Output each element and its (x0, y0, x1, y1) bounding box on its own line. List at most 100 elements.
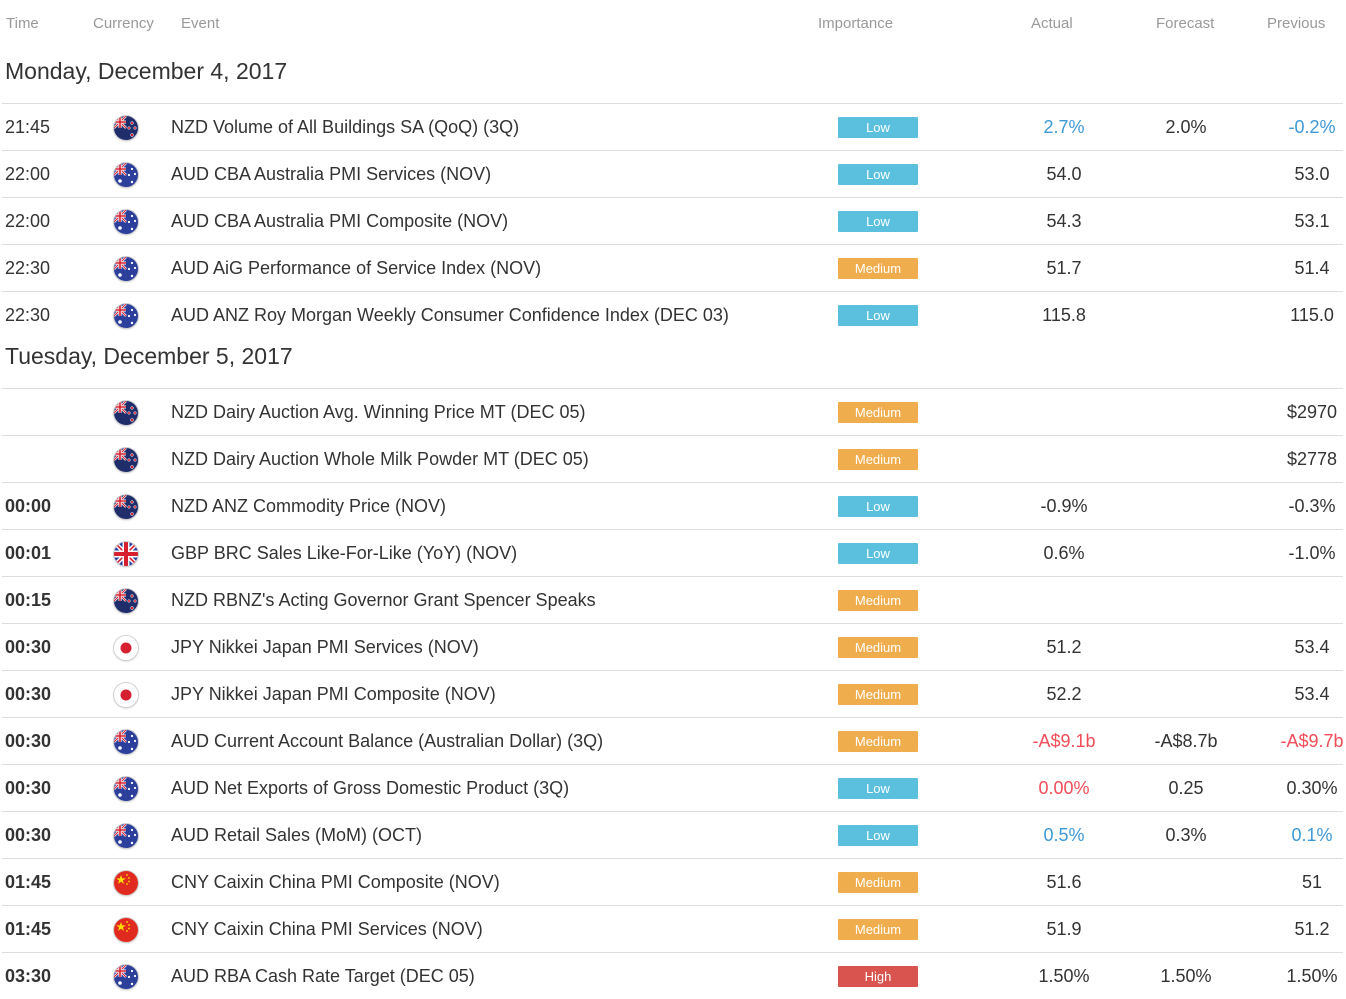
actual-value: 115.8 (1042, 305, 1086, 325)
event-name[interactable]: AUD AiG Performance of Service Index (NO… (171, 258, 542, 278)
event-name[interactable]: JPY Nikkei Japan PMI Services (NOV) (171, 637, 479, 657)
table-row[interactable]: 00:00 NZD ANZ Commodity Price (NOV) Low -0.… (2, 482, 1343, 529)
event-name[interactable]: GBP BRC Sales Like-For-Like (YoY) (NOV) (171, 543, 518, 563)
importance-badge: Low (838, 496, 918, 517)
forecast-value (1126, 198, 1246, 244)
importance-badge: Medium (838, 872, 918, 893)
event-name[interactable]: JPY Nikkei Japan PMI Composite (NOV) (171, 684, 496, 704)
actual-value: 0.6% (1043, 543, 1085, 563)
column-header-time[interactable]: Time (6, 15, 39, 32)
au-flag-icon (114, 965, 138, 989)
au-flag-icon (114, 730, 138, 754)
table-row[interactable]: 01:45 CNY Caixin China PMI Services (NOV)… (2, 905, 1343, 952)
event-name[interactable]: NZD Dairy Auction Avg. Winning Price MT … (171, 402, 586, 422)
previous-value: $2970 (1286, 402, 1338, 422)
nz-flag-icon (114, 448, 138, 472)
event-name[interactable]: AUD ANZ Roy Morgan Weekly Consumer Confi… (171, 305, 729, 325)
table-row[interactable]: NZD Dairy Auction Whole Milk Powder MT (… (2, 435, 1343, 482)
event-name[interactable]: NZD Dairy Auction Whole Milk Powder MT (… (171, 449, 589, 469)
event-name[interactable]: NZD Volume of All Buildings SA (QoQ) (3Q… (171, 117, 520, 137)
actual-value: 52.2 (1046, 684, 1082, 704)
previous-value: 51.2 (1294, 919, 1330, 939)
previous-value: 51.4 (1294, 258, 1330, 278)
actual-value: 51.6 (1046, 872, 1082, 892)
event-name[interactable]: AUD Net Exports of Gross Domestic Produc… (171, 778, 570, 798)
previous-value: 0.1% (1291, 825, 1333, 845)
table-row[interactable]: 00:30 AUD Current Account Balance (Austra… (2, 717, 1344, 764)
event-time: 03:30 (5, 966, 52, 986)
table-row[interactable]: 21:45 NZD Volume of All Buildings SA (QoQ… (2, 103, 1343, 150)
event-name[interactable]: AUD RBA Cash Rate Target (DEC 05) (171, 966, 475, 986)
jp-flag-icon (114, 683, 138, 707)
actual-value: 54.0 (1046, 164, 1082, 184)
importance-badge: Medium (838, 637, 918, 658)
nz-flag-icon (114, 495, 138, 519)
table-row[interactable]: 00:15 NZD RBNZ's Acting Governor Grant Sp… (2, 576, 1343, 623)
event-name[interactable]: AUD Current Account Balance (Australian … (171, 731, 604, 751)
previous-value: 53.1 (1294, 211, 1330, 231)
previous-value: -0.2% (1288, 117, 1336, 137)
table-row[interactable]: 00:30 JPY Nikkei Japan PMI Composite (NOV… (2, 670, 1343, 717)
previous-value: -1.0% (1288, 543, 1336, 563)
forecast-value (1126, 292, 1246, 338)
table-row[interactable]: NZD Dairy Auction Avg. Winning Price MT … (2, 388, 1343, 435)
previous-value: 51 (1301, 872, 1323, 892)
column-header-currency[interactable]: Currency (93, 15, 154, 32)
event-name[interactable]: AUD CBA Australia PMI Services (NOV) (171, 164, 492, 184)
nz-flag-icon (114, 401, 138, 425)
actual-value: 51.2 (1046, 637, 1082, 657)
table-row[interactable]: 22:00 AUD CBA Australia PMI Composite (NO… (2, 197, 1343, 244)
event-name[interactable]: AUD CBA Australia PMI Composite (NOV) (171, 211, 509, 231)
event-name[interactable]: AUD Retail Sales (MoM) (OCT) (171, 825, 423, 845)
au-flag-icon (114, 777, 138, 801)
actual-value: 0.5% (1043, 825, 1085, 845)
forecast-value (1126, 906, 1246, 952)
importance-badge: Low (838, 117, 918, 138)
table-row[interactable]: 22:00 AUD CBA Australia PMI Services (NOV… (2, 150, 1343, 197)
forecast-value: 0.25 (1168, 778, 1204, 798)
event-name[interactable]: CNY Caixin China PMI Services (NOV) (171, 919, 483, 939)
actual-value (1002, 577, 1126, 623)
table-row[interactable]: 00:30 JPY Nikkei Japan PMI Services (NOV)… (2, 623, 1343, 670)
table-row[interactable]: 22:30 AUD ANZ Roy Morgan Weekly Consumer … (2, 291, 1343, 338)
column-header-previous[interactable]: Previous (1267, 15, 1326, 32)
column-header-actual[interactable]: Actual (1031, 15, 1073, 32)
event-name[interactable]: NZD RBNZ's Acting Governor Grant Spencer… (171, 590, 596, 610)
day-header: Tuesday, December 5, 2017 (5, 343, 293, 369)
au-flag-icon (114, 163, 138, 187)
column-header-event[interactable]: Event (181, 15, 220, 32)
table-row[interactable]: 00:30 AUD Net Exports of Gross Domestic P… (2, 764, 1343, 811)
day-header: Monday, December 4, 2017 (5, 58, 288, 84)
event-time: 00:30 (5, 637, 52, 657)
column-header-importance[interactable]: Importance (818, 15, 894, 32)
actual-value: 51.7 (1046, 258, 1082, 278)
event-name[interactable]: CNY Caixin China PMI Composite (NOV) (171, 872, 500, 892)
previous-value: -A$9.7b (1280, 731, 1344, 751)
table-row[interactable]: 22:30 AUD AiG Performance of Service Inde… (2, 244, 1343, 291)
forecast-value (1126, 530, 1246, 576)
importance-badge: Low (838, 305, 918, 326)
table-row[interactable]: 00:01 GBP BRC Sales Like-For-Like (YoY) (… (2, 529, 1343, 576)
table-row[interactable]: 00:30 AUD Retail Sales (MoM) (OCT) Low 0.5%… (2, 811, 1343, 858)
actual-value (1002, 436, 1126, 482)
importance-badge: Low (838, 543, 918, 564)
importance-badge: Medium (838, 402, 918, 423)
importance-badge: High (838, 966, 918, 987)
cn-flag-icon (114, 918, 138, 942)
actual-value: 51.9 (1046, 919, 1082, 939)
importance-badge: Medium (838, 919, 918, 940)
forecast-value (1126, 436, 1246, 482)
event-time: 22:30 (5, 258, 51, 278)
table-row[interactable]: 03:30 AUD RBA Cash Rate Target (DEC 05) Hi… (2, 952, 1343, 999)
event-name[interactable]: NZD ANZ Commodity Price (NOV) (171, 496, 447, 516)
event-time: 21:45 (5, 117, 51, 137)
table-row[interactable]: 01:45 CNY Caixin China PMI Composite (NOV… (2, 858, 1343, 905)
event-time: 22:00 (5, 164, 51, 184)
actual-value: 1.50% (1038, 966, 1090, 986)
forecast-value (1126, 245, 1246, 291)
event-time: 01:45 (5, 872, 52, 892)
importance-badge: Medium (838, 258, 918, 279)
column-header-forecast[interactable]: Forecast (1156, 15, 1215, 32)
nz-flag-icon (114, 589, 138, 613)
importance-badge: Medium (838, 590, 918, 611)
